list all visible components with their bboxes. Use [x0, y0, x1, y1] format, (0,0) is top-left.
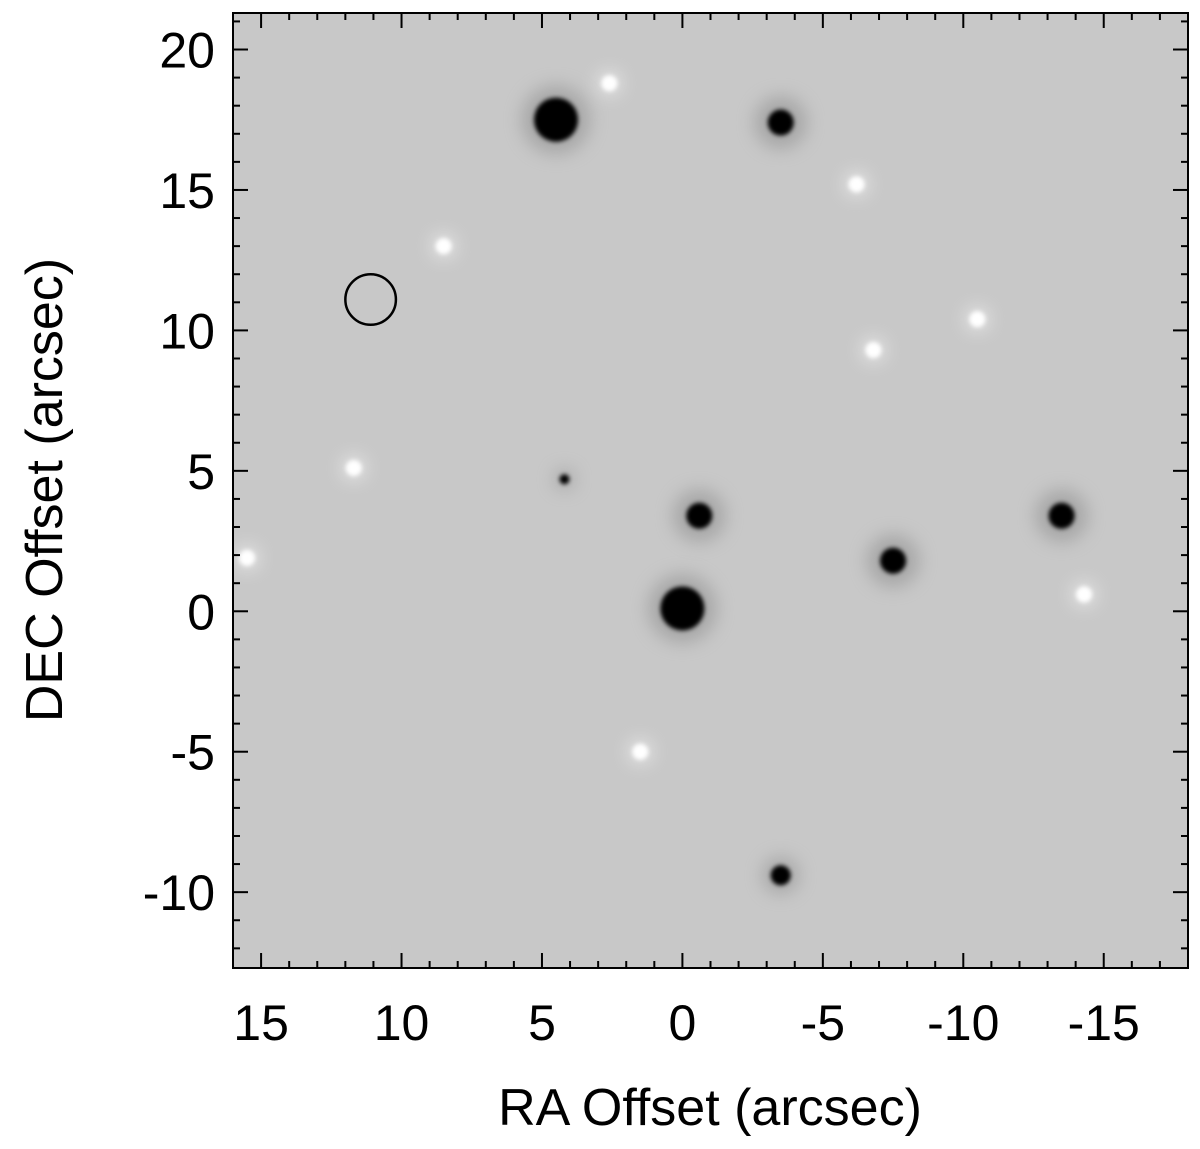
bright-residual: [345, 460, 362, 477]
x-tick-label: -15: [1068, 995, 1140, 1051]
x-axis-title: RA Offset (arcsec): [498, 1079, 922, 1137]
y-tick-label: 15: [159, 163, 215, 219]
dark-source: [534, 97, 579, 142]
bright-residual: [601, 75, 618, 92]
bright-residual: [632, 743, 649, 760]
target-marker-circle: [344, 272, 398, 327]
bright-residual: [239, 549, 256, 566]
image-layer: [235, 71, 1097, 894]
dark-source: [686, 502, 713, 529]
y-tick-label: 10: [159, 303, 215, 359]
x-tick-label: -5: [801, 995, 845, 1051]
bright-residual: [435, 238, 452, 255]
image-background: [233, 13, 1188, 968]
y-tick-label: -10: [143, 865, 215, 921]
x-tick-label: 10: [374, 995, 430, 1051]
x-tick-label: 15: [233, 995, 289, 1051]
x-tick-label: 0: [669, 995, 697, 1051]
dark-source: [767, 109, 794, 136]
x-tick-label: -10: [927, 995, 999, 1051]
x-tick-label: 5: [528, 995, 556, 1051]
y-tick-label: -5: [171, 725, 215, 781]
dark-source: [1048, 502, 1075, 529]
y-axis-title: DEC Offset (arcsec): [16, 258, 74, 722]
y-tick-label: 0: [187, 584, 215, 640]
y-tick-label: 5: [187, 444, 215, 500]
dark-source: [559, 474, 570, 485]
axis-tick-labels: 15 10 5 0 -5 -10 -15 20 15 10 5 0 -5 -10: [143, 23, 1140, 1051]
bright-residual: [1076, 586, 1093, 603]
bright-residual: [865, 342, 882, 359]
dark-source: [880, 547, 907, 574]
dark-source: [660, 586, 705, 631]
axis-ticks: [232, 13, 1189, 968]
bright-residual: [848, 176, 865, 193]
y-tick-label: 20: [159, 23, 215, 79]
bright-residual: [969, 311, 986, 328]
dark-source: [770, 865, 791, 886]
